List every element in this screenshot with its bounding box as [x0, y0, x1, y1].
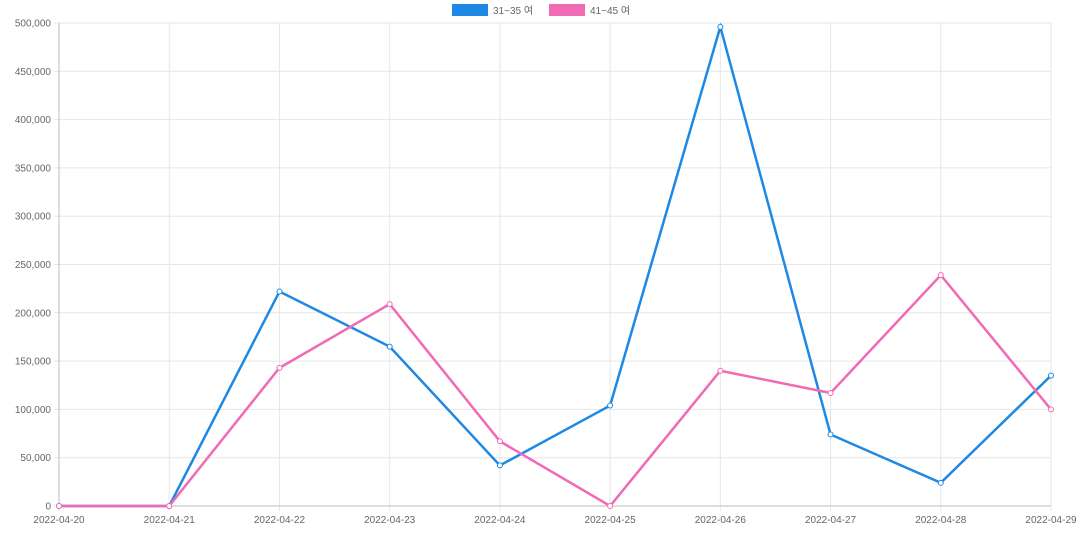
- legend-label: 31~35 여: [493, 5, 533, 17]
- data-point[interactable]: [276, 364, 283, 371]
- series-2: [56, 272, 1054, 509]
- data-point[interactable]: [937, 272, 944, 279]
- y-tick-label: 300,000: [15, 212, 52, 223]
- legend-label: 41~45 여: [590, 5, 630, 17]
- data-point[interactable]: [717, 23, 724, 30]
- x-tick-label: 2022-04-27: [805, 515, 857, 526]
- legend-swatch: [549, 4, 585, 16]
- x-tick-label: 2022-04-24: [474, 515, 526, 526]
- legend-item[interactable]: 41~45 여: [549, 4, 630, 17]
- series-1: [56, 22, 1054, 509]
- y-tick-label: 400,000: [15, 115, 52, 126]
- x-tick-label: 2022-04-22: [254, 515, 306, 526]
- series-lines: [56, 22, 1054, 509]
- y-tick-label: 50,000: [20, 453, 51, 464]
- y-tick-label: 250,000: [15, 260, 52, 271]
- data-point[interactable]: [937, 479, 944, 486]
- series-line: [59, 22, 1052, 508]
- y-tick-label: 0: [45, 502, 51, 513]
- data-point[interactable]: [1048, 372, 1054, 379]
- x-tick-label: 2022-04-21: [144, 515, 196, 526]
- y-tick-label: 200,000: [15, 308, 52, 319]
- data-point[interactable]: [386, 301, 393, 308]
- axes: 0 50,000 100,000 150,000 200,000 250,000 300,0…: [15, 19, 1077, 527]
- data-point[interactable]: [56, 503, 62, 509]
- data-point[interactable]: [827, 431, 834, 438]
- y-tick-label: 350,000: [15, 163, 52, 174]
- x-tick-label: 2022-04-26: [695, 515, 747, 526]
- data-point[interactable]: [496, 438, 503, 445]
- y-tick-label: 500,000: [15, 19, 52, 30]
- data-point[interactable]: [607, 402, 614, 409]
- x-tick-label: 2022-04-29: [1025, 515, 1077, 526]
- legend-swatch: [452, 4, 488, 16]
- x-tick-label: 2022-04-23: [364, 515, 416, 526]
- data-point[interactable]: [276, 288, 283, 295]
- legend-item[interactable]: 31~35 여: [452, 4, 533, 17]
- data-point[interactable]: [717, 367, 724, 374]
- x-tick-label: 2022-04-25: [585, 515, 637, 526]
- x-tick-label: 2022-04-28: [915, 515, 967, 526]
- y-tick-label: 100,000: [15, 405, 52, 416]
- y-tick-label: 150,000: [15, 357, 52, 368]
- data-point[interactable]: [827, 389, 834, 396]
- x-tick-label: 2022-04-20: [33, 515, 85, 526]
- data-point[interactable]: [496, 462, 503, 469]
- data-point[interactable]: [1048, 406, 1054, 413]
- legend: 31~35 여 41~45 여: [452, 4, 630, 17]
- data-point[interactable]: [386, 343, 393, 350]
- y-tick-label: 450,000: [15, 67, 52, 78]
- data-point[interactable]: [166, 503, 173, 509]
- data-point[interactable]: [607, 503, 614, 509]
- series-line: [59, 273, 1052, 508]
